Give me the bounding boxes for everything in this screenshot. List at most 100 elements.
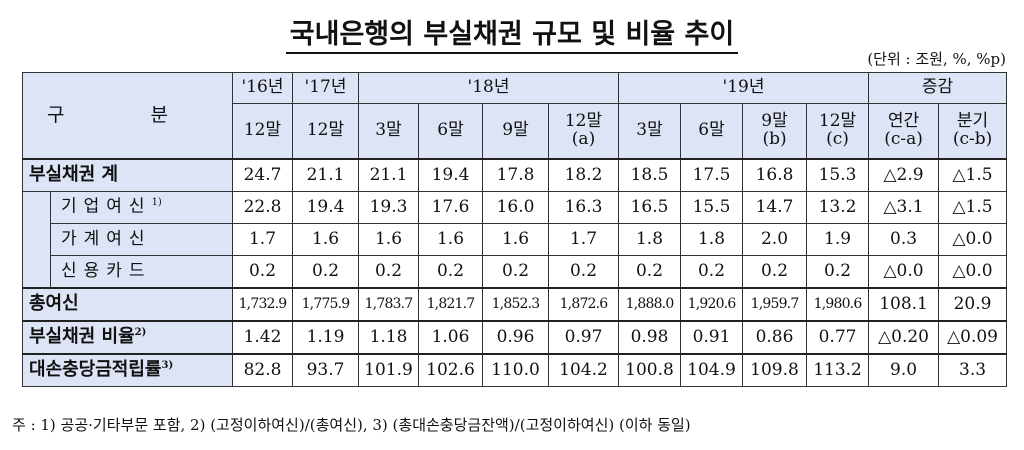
value-cell: 19.4 [292,191,359,224]
period-header: 3말 [358,103,419,160]
row-label: 대손충당금적립률3) [22,353,233,387]
period-line: (c-a) [884,129,923,149]
year-text: 증감 [921,77,954,98]
value-cell: 0.2 [806,255,870,289]
table-row: 부실채권 계 24.7 21.1 21.1 19.4 17.8 18.2 18.5 17.5 16… [22,158,1008,192]
value-cell: 18.5 [618,158,682,192]
value-cell: 1.18 [358,320,419,355]
value-cell: 0.2 [292,255,359,289]
value-cell: 0.97 [547,320,620,355]
year-text: '18년 [467,77,510,98]
footnote-ref: 3) [161,360,174,372]
value-cell: 15.5 [680,191,744,224]
value-cell: 0.2 [547,255,620,289]
period-line: 6말 [437,120,464,141]
row-label: 총여신 [22,287,233,322]
year-header: '17년 [292,72,359,104]
value-cell: 113.2 [806,353,870,387]
row-label: 부실채권 계 [22,158,233,192]
value-cell: △0.20 [868,320,940,355]
period-line: (c) [826,129,849,149]
row-label: 가계여신 [50,223,233,256]
value-cell: 1.7 [547,223,620,256]
value-cell: 0.91 [680,320,744,355]
table-row: 신용카드 0.2 0.2 0.2 0.2 0.2 0.2 0.2 0.2 0.2 0.2 △0.0 △0… [23,255,1008,289]
year-text: '17년 [304,77,347,98]
value-cell: 1.6 [292,223,359,256]
value-cell: 1,959.7 [742,287,808,322]
period-line: 분기 [956,111,989,132]
indent-cell [22,191,51,289]
year-header: '19년 [618,72,870,104]
value-cell: 16.5 [618,191,682,224]
value-cell: 0.77 [806,320,870,355]
data-table: 구 분 '16년 '17년 '18년 '19년 증감 12말 12말 3말 6말 9말 12말 (a… [22,72,1008,387]
row-label: 부실채권 비율2) [22,320,233,355]
value-cell: 100.8 [618,353,682,387]
value-cell: 104.2 [547,353,620,387]
row-label-text: 총여신 [29,293,79,315]
header-row: 12말 12말 3말 6말 9말 12말 (a) 3말 6말 9말 (b) 12말 (c) 연간 (c-a)… [23,103,1008,160]
period-header: 12말 (c) [806,103,870,160]
value-cell: 1.9 [806,223,870,256]
period-header: 연간 (c-a) [868,103,940,160]
value-cell: 21.1 [292,158,359,192]
year-text: '19년 [722,77,765,98]
period-line: 9말 [502,120,529,141]
period-header: 12말 [292,103,359,160]
value-cell: 1,888.0 [618,287,682,322]
value-cell: 16.3 [547,191,620,224]
period-line: 연간 [887,111,920,132]
value-cell: △0.0 [868,255,940,289]
value-cell: 21.1 [358,158,419,192]
value-cell: 1.6 [482,223,549,256]
period-line: 12말 [564,111,603,132]
period-line: 12말 [818,111,857,132]
value-cell: 0.2 [680,255,744,289]
value-cell: 108.1 [868,287,940,322]
row-label-text: 대손충당금적립률 [29,359,162,381]
period-line: 6말 [698,120,725,141]
value-cell: 19.4 [418,158,483,192]
row-label: 기업여신1) [50,191,233,224]
value-cell: 16.8 [742,158,808,192]
title-text: 국내은행의 부실채권 규모 및 비율 추이 [285,19,739,54]
value-cell: 19.3 [358,191,419,224]
period-header: 9말 [482,103,549,160]
table-head: 구 분 '16년 '17년 '18년 '19년 증감 12말 12말 3말 6말 9말 12말 (a… [22,72,1008,160]
unit: (단위 : 조원, %, %p) [867,50,1006,68]
value-cell: 17.6 [418,191,483,224]
period-header: 12말 [232,103,293,160]
row-label-text: 신용카드 [61,260,152,281]
row-label: 신용카드 [50,255,233,289]
value-cell: 22.8 [232,191,293,224]
value-cell: 0.2 [482,255,549,289]
row-label-text: 가계여신 [61,228,152,249]
value-cell: △1.5 [938,191,1008,224]
value-cell: 102.6 [418,353,483,387]
value-cell: 1,732.9 [232,287,293,322]
period-line: 12말 [243,120,282,141]
value-cell: 109.8 [742,353,808,387]
table-row: 기업여신1) 22.8 19.4 19.3 17.6 16.0 16.3 16.5 15.5 14… [22,191,1008,289]
value-cell: △1.5 [938,158,1008,192]
value-cell: 1.6 [358,223,419,256]
value-cell: 1,872.6 [547,287,620,322]
value-cell: 0.98 [618,320,682,355]
value-cell: 3.3 [938,353,1008,387]
value-cell: 1.8 [618,223,682,256]
year-header: '16년 [232,72,293,104]
value-cell: △3.1 [868,191,940,224]
value-cell: 1,775.9 [292,287,359,322]
period-line: 3말 [375,120,402,141]
value-cell: △2.9 [868,158,940,192]
value-cell: 1,852.3 [482,287,549,322]
value-cell: 14.7 [742,191,808,224]
value-cell: 24.7 [232,158,293,192]
value-cell: 0.2 [358,255,419,289]
table-row: 부실채권 비율2) 1.42 1.19 1.18 1.06 0.96 0.97 0.98 0.9… [22,320,1008,355]
value-cell: 1.6 [418,223,483,256]
table-row: 대손충당금적립률3) 82.8 93.7 101.9 102.6 110.0 104.2 10… [22,353,1008,387]
period-line: (c-b) [952,129,993,149]
